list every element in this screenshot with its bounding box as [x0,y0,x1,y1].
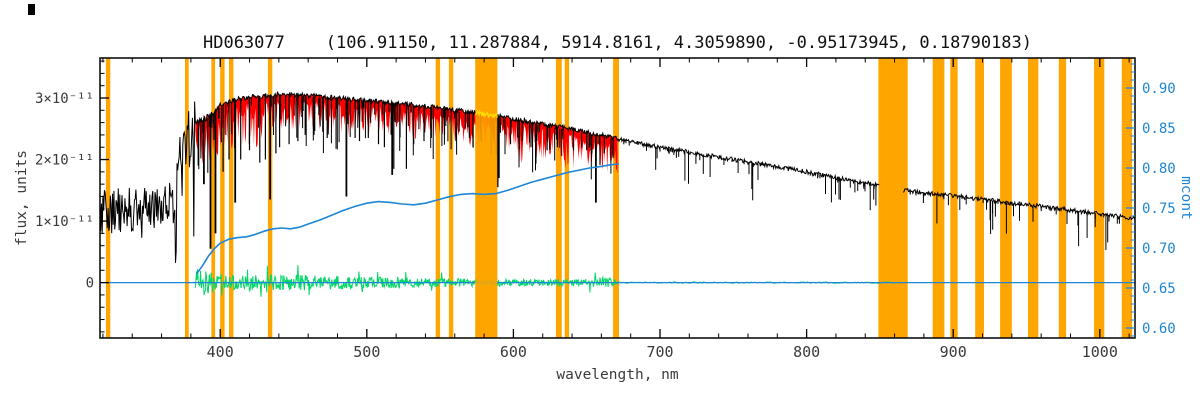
svg-text:0.90: 0.90 [1142,81,1176,97]
svg-text:800: 800 [793,343,820,361]
svg-text:0.70: 0.70 [1142,241,1176,257]
svg-text:0.80: 0.80 [1142,161,1176,177]
svg-text:500: 500 [353,343,380,361]
svg-text:600: 600 [500,343,527,361]
svg-text:1×10⁻¹¹: 1×10⁻¹¹ [35,214,94,230]
svg-text:2×10⁻¹¹: 2×10⁻¹¹ [35,153,94,169]
svg-text:3×10⁻¹¹: 3×10⁻¹¹ [35,91,94,107]
svg-text:1000: 1000 [1082,343,1118,361]
right-axis-label: mcont [1178,176,1194,220]
svg-text:0.75: 0.75 [1142,201,1176,217]
svg-text:400: 400 [207,343,234,361]
svg-text:900: 900 [940,343,967,361]
svg-text:0.85: 0.85 [1142,121,1176,137]
stray-mark [28,4,35,15]
chart-title: HD063077 (106.91150, 11.287884, 5914.816… [202,33,1033,53]
x-axis-label: wavelength, nm [556,367,679,383]
svg-text:0.65: 0.65 [1142,281,1176,297]
svg-text:0.60: 0.60 [1142,321,1176,337]
left-axis-label: flux, units [14,149,30,247]
svg-text:0: 0 [86,276,94,292]
svg-text:700: 700 [646,343,673,361]
